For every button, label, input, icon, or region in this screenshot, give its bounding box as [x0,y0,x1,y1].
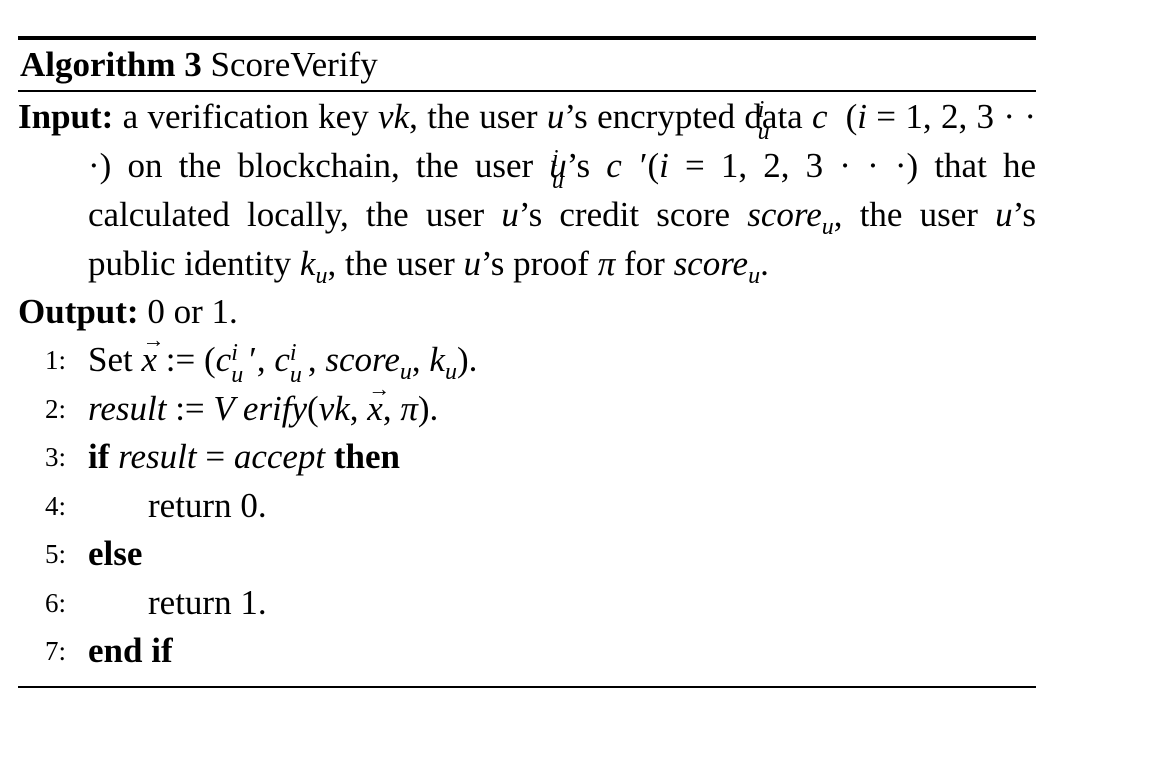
algorithm-line-6: 6: return 1. [18,579,1036,628]
line-body: Set x := (ciu′, ciu, scoreu, ku). [88,316,477,387]
algorithm-line-5: 5: else [18,530,1036,579]
algorithm-line-4: 4: return 0. [18,482,1036,531]
line-number: 3: [44,442,66,472]
algorithm-name: ScoreVerify [210,45,378,84]
algorithm-caption: Algorithm 3 ScoreVerify [18,40,1036,90]
line-number: 4: [44,490,66,521]
input-keyword: Input: [18,97,114,136]
line-body: if result = accept then [88,437,401,476]
output-line: Output: 0 or 1. [18,288,1036,336]
line-number: 6: [44,587,66,618]
line-number: 7: [44,636,66,666]
algorithm-box: Algorithm 3 ScoreVerify Input: a verific… [18,36,1036,688]
line-number: 5: [44,539,66,569]
caption-rule [18,90,1036,92]
line-body: end if [88,631,173,670]
bottom-rule [18,685,1036,688]
output-keyword: Output: [18,292,139,331]
line-body: result := V erify(vk, x, π). [88,365,438,434]
algorithm-line-2: 2: result := V erify(vk, x, π). [18,365,1036,434]
line-number: 1: [44,345,66,375]
input-paragraph: Input: a verification key vk, the user u… [18,97,1036,289]
line-body: else [88,534,143,573]
algorithm-label: Algorithm 3 [20,45,202,84]
algorithm-line-7: 7: end if [18,627,1036,676]
top-rule [18,36,1036,40]
line-body: return 0. [148,485,267,525]
algorithm-line-1: 1: Set x := (ciu′, ciu, scoreu, ku). [18,316,1036,387]
line-number: 2: [44,393,66,424]
line-body: return 1. [148,582,267,622]
algorithm-line-3: 3: if result = accept then [18,433,1036,482]
